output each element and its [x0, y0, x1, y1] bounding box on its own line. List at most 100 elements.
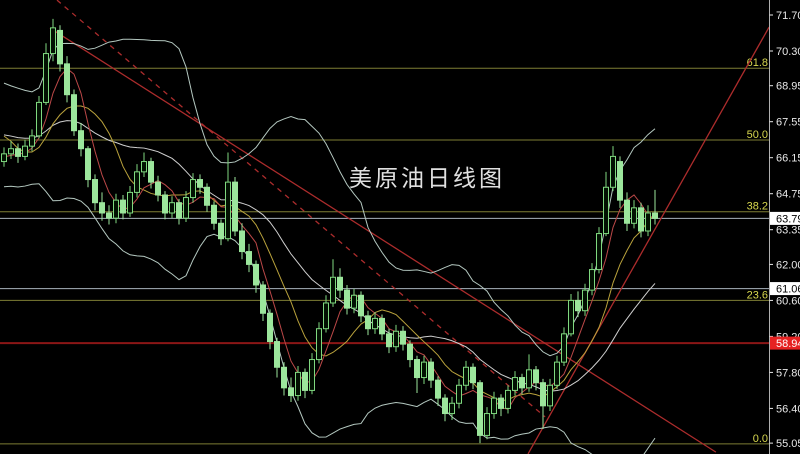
- candle[interactable]: [78, 122, 84, 157]
- candle[interactable]: [645, 205, 651, 237]
- candle[interactable]: [477, 380, 483, 444]
- candle[interactable]: [512, 371, 518, 396]
- candle[interactable]: [400, 326, 406, 351]
- candle[interactable]: [64, 56, 70, 103]
- candle[interactable]: [267, 309, 273, 350]
- candle[interactable]: [134, 164, 140, 198]
- candle[interactable]: [449, 396, 455, 420]
- candle[interactable]: [442, 394, 448, 422]
- candle[interactable]: [638, 202, 644, 238]
- candle[interactable]: [71, 89, 77, 136]
- candle[interactable]: [435, 376, 441, 406]
- candle[interactable]: [253, 260, 259, 293]
- alert-price-box-58.94[interactable]: [770, 336, 800, 350]
- candle[interactable]: [120, 194, 126, 220]
- candle[interactable]: [414, 355, 420, 393]
- candle[interactable]: [246, 243, 252, 273]
- candle[interactable]: [113, 193, 119, 224]
- candle[interactable]: [99, 192, 105, 221]
- candle[interactable]: [162, 191, 168, 220]
- candle[interactable]: [428, 358, 434, 388]
- candle[interactable]: [533, 365, 539, 391]
- candle[interactable]: [8, 140, 14, 159]
- candle[interactable]: [386, 328, 392, 354]
- candle[interactable]: [169, 196, 175, 219]
- candle[interactable]: [582, 283, 588, 316]
- candle[interactable]: [141, 152, 147, 177]
- candle[interactable]: [1, 147, 7, 167]
- candle[interactable]: [379, 314, 385, 341]
- candle[interactable]: [365, 310, 371, 336]
- candle[interactable]: [540, 378, 546, 429]
- candle[interactable]: [463, 360, 469, 391]
- candle[interactable]: [554, 355, 560, 390]
- candle[interactable]: [624, 192, 630, 231]
- candle[interactable]: [197, 174, 203, 194]
- candle[interactable]: [176, 198, 182, 225]
- candle[interactable]: [498, 394, 504, 417]
- candle[interactable]: [148, 157, 154, 189]
- candle[interactable]: [337, 268, 343, 298]
- candle[interactable]: [610, 146, 616, 192]
- candle[interactable]: [260, 281, 266, 321]
- alert-price-box-61.06[interactable]: [770, 282, 800, 296]
- candle[interactable]: [470, 363, 476, 390]
- candle[interactable]: [204, 183, 210, 212]
- candle[interactable]: [358, 291, 364, 323]
- candle[interactable]: [344, 284, 350, 315]
- candle[interactable]: [92, 174, 98, 211]
- candle[interactable]: [15, 143, 21, 163]
- candle[interactable]: [456, 378, 462, 409]
- candle[interactable]: [421, 355, 427, 384]
- candle[interactable]: [316, 322, 322, 364]
- candle[interactable]: [50, 18, 56, 62]
- candle[interactable]: [232, 176, 238, 237]
- candle[interactable]: [547, 378, 553, 411]
- candle[interactable]: [330, 259, 336, 307]
- candle[interactable]: [617, 156, 623, 208]
- candle[interactable]: [218, 219, 224, 246]
- candle[interactable]: [22, 139, 28, 161]
- candle[interactable]: [155, 175, 161, 202]
- candle[interactable]: [519, 373, 525, 395]
- candle[interactable]: [652, 189, 658, 225]
- candle[interactable]: [274, 337, 280, 378]
- alert-price-box-63.79[interactable]: [770, 211, 800, 225]
- candle[interactable]: [575, 291, 581, 318]
- candle[interactable]: [393, 324, 399, 352]
- candle[interactable]: [484, 407, 490, 440]
- candle[interactable]: [407, 340, 413, 368]
- candle[interactable]: [561, 327, 567, 366]
- trend-line-ascending-solid[interactable]: [527, 26, 769, 454]
- candle[interactable]: [323, 295, 329, 333]
- candle[interactable]: [190, 173, 196, 203]
- trend-line-descending-solid[interactable]: [49, 27, 717, 453]
- candle[interactable]: [281, 362, 287, 396]
- candle[interactable]: [106, 205, 112, 225]
- candle[interactable]: [309, 353, 315, 395]
- candle[interactable]: [36, 95, 42, 139]
- candle[interactable]: [295, 365, 301, 401]
- candle[interactable]: [183, 191, 189, 222]
- candle[interactable]: [491, 391, 497, 419]
- candle[interactable]: [29, 129, 35, 152]
- candle[interactable]: [302, 368, 308, 399]
- candle[interactable]: [526, 354, 532, 392]
- candle[interactable]: [631, 200, 637, 229]
- trend-line-descending-dashed[interactable]: [56, 0, 546, 418]
- candle[interactable]: [127, 185, 133, 217]
- candle[interactable]: [211, 201, 217, 230]
- candle[interactable]: [43, 43, 49, 105]
- candle[interactable]: [351, 288, 357, 314]
- candle[interactable]: [596, 227, 602, 274]
- candle[interactable]: [589, 263, 595, 296]
- candle[interactable]: [288, 377, 294, 402]
- candle[interactable]: [505, 385, 511, 414]
- candle[interactable]: [372, 311, 378, 334]
- candle[interactable]: [603, 171, 609, 237]
- candle[interactable]: [225, 152, 231, 242]
- candle[interactable]: [568, 293, 574, 337]
- candle[interactable]: [85, 146, 91, 188]
- candle[interactable]: [57, 25, 63, 72]
